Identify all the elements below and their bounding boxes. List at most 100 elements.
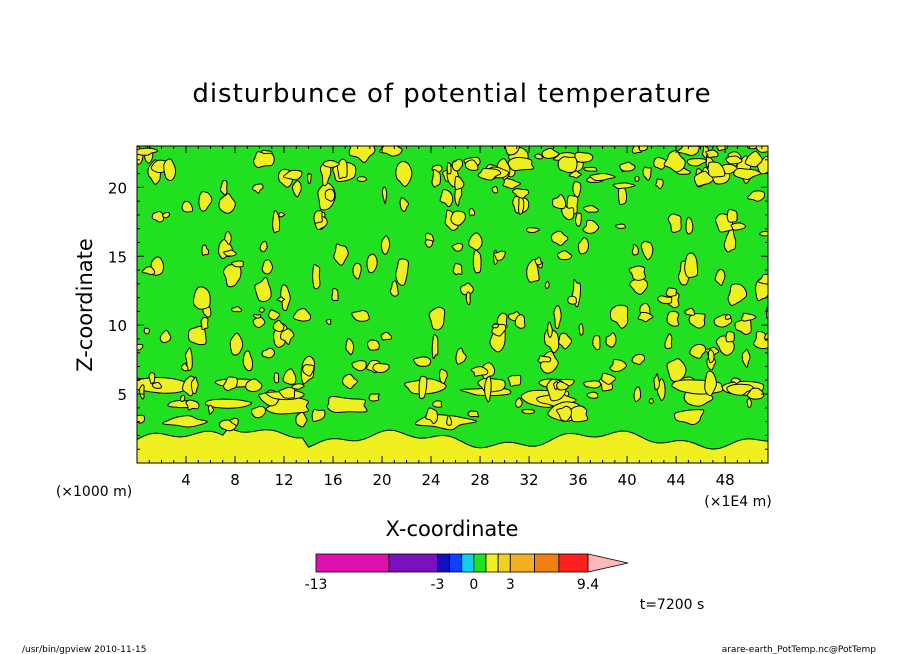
positive-region [757,273,768,285]
positive-region [689,343,707,359]
positive-region [684,307,696,316]
positive-region [273,372,280,384]
positive-region [252,316,266,329]
positive-region [200,316,209,331]
positive-region [724,313,732,321]
colorbar-swatch [534,553,560,573]
positive-region [504,146,521,156]
positive-region [192,286,211,310]
y-tick-label: 10 [108,317,127,335]
positive-region [657,295,673,305]
positive-region [230,260,244,268]
positive-region [351,360,367,372]
colorbar-label: -13 [305,577,328,593]
positive-region [637,311,654,323]
positive-region [184,347,193,372]
positive-region [151,381,163,389]
positive-region [137,343,144,351]
positive-region [366,253,378,274]
positive-region [556,405,573,422]
colorbar-swatch [473,553,487,573]
positive-region [181,200,194,213]
positive-region [631,243,639,256]
x-tick-label: 16 [323,471,342,489]
positive-region [609,304,629,329]
positive-region [333,243,349,266]
positive-region [518,196,525,215]
positive-region [252,313,262,319]
positive-region [730,377,742,385]
positive-region [746,190,766,202]
positive-region [686,158,707,167]
x-unit-left: (×1000 m) [56,484,132,500]
positive-region [351,309,370,322]
positive-region [307,172,312,185]
positive-region [619,161,636,172]
positive-region [592,335,601,351]
positive-region [741,348,751,368]
positive-region [204,398,253,409]
positive-region [137,414,146,424]
positive-region [746,387,765,400]
positive-region [547,321,553,338]
x-tick-label: 24 [422,471,441,489]
positive-region [726,209,738,223]
colorbar-swatch [449,553,463,573]
positive-region [324,188,336,202]
positive-region [424,239,434,248]
positive-region [322,160,340,168]
positive-region [313,210,323,224]
x-tick-label: 12 [274,471,293,489]
y-ticks: 5 10 15 20 [108,159,768,450]
positive-region [295,412,308,428]
positive-regions [137,146,768,463]
positive-region [454,176,465,191]
positive-region [629,278,648,295]
positive-region [185,399,200,411]
positive-region [472,249,482,274]
positive-region [198,191,213,212]
positive-region [451,242,464,252]
positive-region [477,167,502,181]
positive-region [569,405,589,423]
positive-region [468,207,476,217]
positive-region [412,356,432,367]
x-tick-label: 8 [230,471,240,489]
positive-region [348,146,376,163]
positive-region [282,169,303,181]
positive-region [685,216,694,235]
positive-region [439,189,454,208]
positive-region [502,178,522,190]
positive-region [253,151,275,168]
positive-region [224,230,232,245]
positive-region [550,230,569,247]
positive-region [470,366,489,377]
positive-region [282,368,297,385]
positive-region [705,149,719,159]
positive-region [159,329,172,344]
positive-region [726,383,754,396]
positive-region [730,222,746,231]
positive-region [218,419,237,432]
positive-region [418,375,428,400]
positive-region [589,172,616,182]
x-tick-label: 48 [716,471,735,489]
time-annotation: t=7200 s [640,597,705,613]
positive-region [574,212,582,227]
positive-region [379,146,403,157]
positive-region [666,358,687,382]
positive-region [582,205,599,213]
positive-region [753,330,768,350]
positive-region [577,237,589,255]
x-tick-label: 44 [667,471,686,489]
positive-region [521,408,536,415]
y-tick-label: 15 [108,248,127,266]
colorbar-swatch [485,553,499,573]
positive-region [252,183,264,194]
positive-region [452,263,463,276]
positive-region [633,386,642,403]
positive-region [507,157,535,172]
positive-region [653,156,667,170]
